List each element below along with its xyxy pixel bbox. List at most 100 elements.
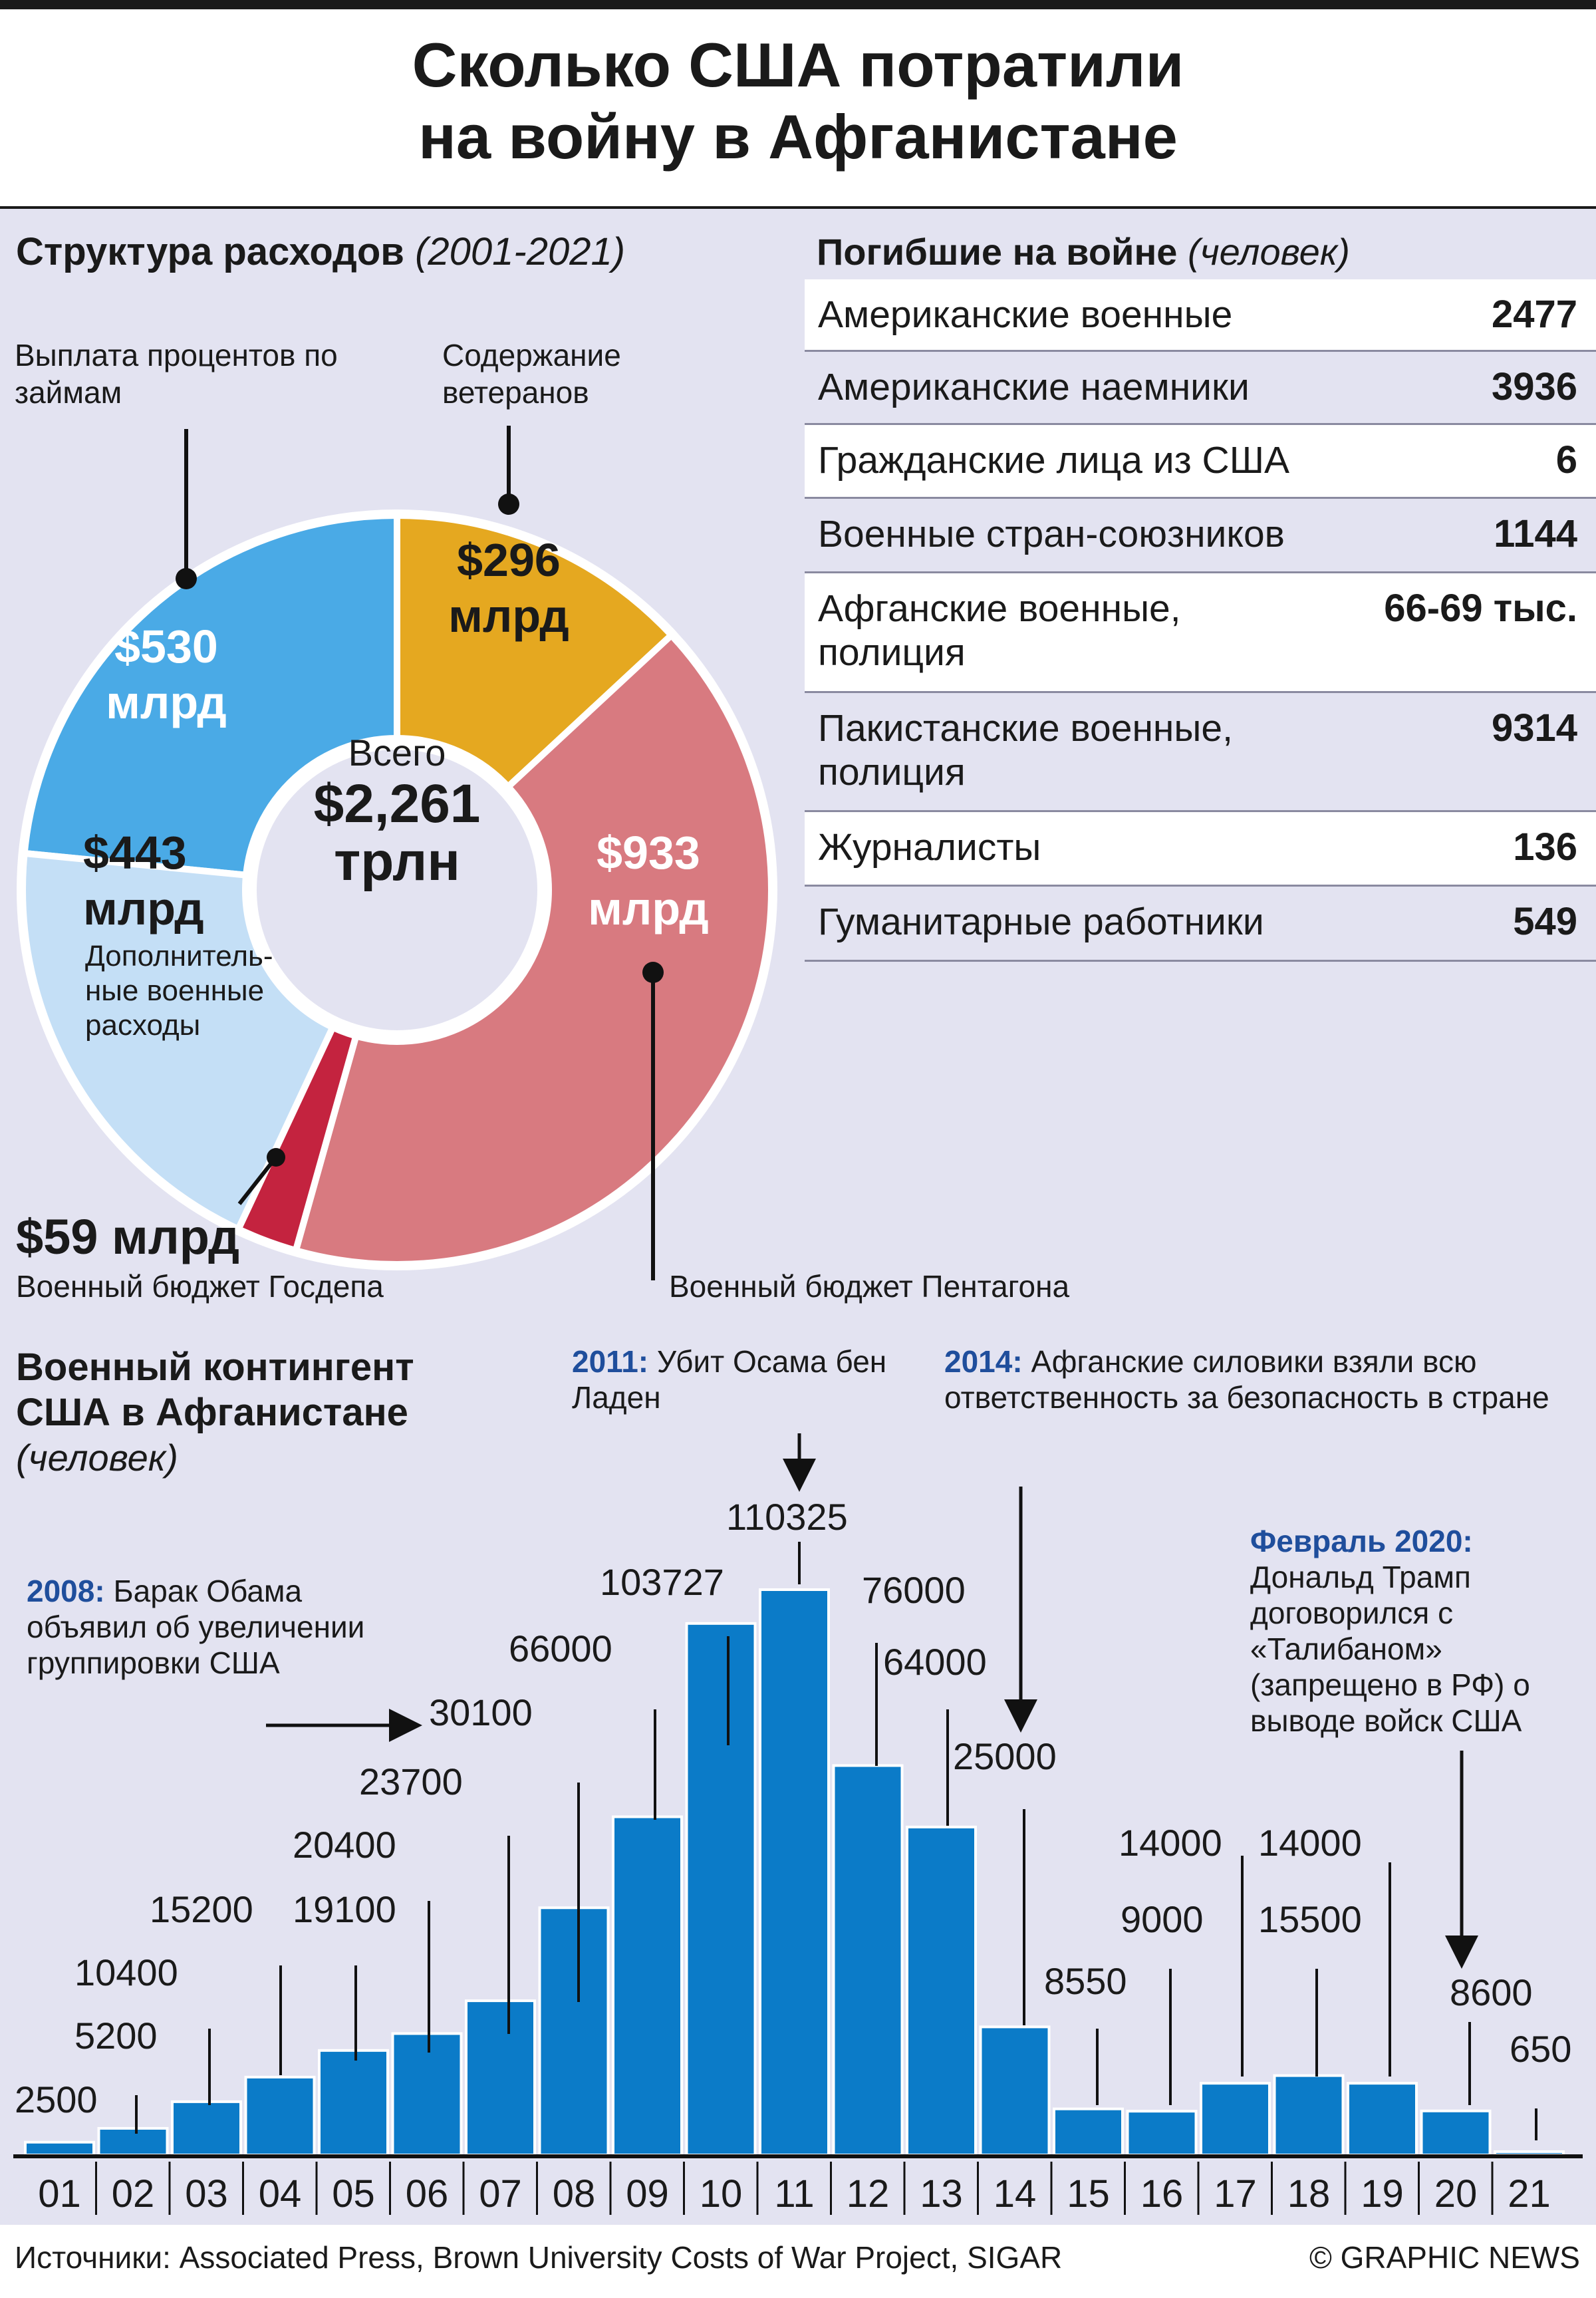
data-label-16: 14000 [1119,1822,1222,1864]
spending-period: (2001-2021) [415,230,626,273]
state-amount: $59 млрд [16,1209,240,1264]
extra-unit: млрд [83,883,204,934]
annotation-2011: 2011: Убит Осама бен Ладен [572,1344,891,1415]
casualties-heading: Погибшие на войне (человек) [817,229,1350,275]
row-value: 6 [1555,438,1577,482]
extra-callout: Дополнитель- ные военные расходы [85,940,273,1042]
annotation-2011-year: 2011: [572,1344,649,1379]
casualties-table: Американские военные 2477 Американские н… [805,279,1596,962]
row-value: 9314 [1491,706,1577,750]
donut-outline [17,509,777,1270]
spending-heading: Структура расходов (2001-2021) [16,229,625,275]
veterans-unit: млрд [448,590,569,642]
tick-label-04: 04 [259,2172,302,2216]
troops-unit: (человек) [16,1437,178,1479]
pentagon-callout: Военный бюджет Пентагона [669,1269,1070,1304]
credit: © GRAPHIC NEWS [1309,2240,1580,2275]
annotation-2008-year: 2008: [27,1574,105,1608]
annotation-2011-text: Убит Осама бен Ладен [572,1344,887,1415]
header [0,9,1596,209]
data-label-0: 2500 [15,2079,98,2120]
bar-21 [1494,2150,1565,2157]
tick-label-09: 09 [626,2172,669,2216]
troops-heading: Военный контингент США в Афганистане (че… [16,1345,414,1481]
row-value: 549 [1513,900,1577,943]
state-callout: Военный бюджет Госдепа [16,1269,384,1304]
bar-19 [1347,2082,1418,2157]
data-label-17: 14000 [1258,1822,1362,1864]
tick-label-03: 03 [185,2172,228,2216]
state-leader-dot [267,1148,285,1167]
tick-label-06: 06 [406,2172,449,2216]
total-unit: трлн [334,831,460,892]
veterans-value: $296 [457,534,561,586]
data-label-13: 25000 [953,1735,1057,1777]
bar-07 [465,1999,536,2156]
data-label-10: 110325 [726,1496,848,1538]
annotation-2020: Февраль 2020: Дональд Трамп договорился … [1250,1523,1589,1739]
donut-total: Всего $2,261 трлн [299,732,495,890]
data-label-7: 30100 [429,1691,533,1733]
data-label-19: 8600 [1450,1971,1533,2013]
row-name: Гражданские лица из США [818,439,1289,482]
data-label-12: 64000 [883,1641,987,1683]
sources: Источники: Associated Press, Brown Unive… [15,2240,1063,2275]
tick-label-01: 01 [38,2172,81,2216]
data-label-15: 9000 [1121,1898,1204,1940]
row-value: 1144 [1494,512,1577,555]
bar-17 [1200,2082,1271,2157]
tick-label-02: 02 [112,2172,155,2216]
tick-label-11: 11 [774,2172,814,2216]
bar-11 [759,1588,830,2156]
row-value: 3936 [1491,365,1577,408]
row-name: Пакистанские военные, полиция [818,707,1233,793]
table-row: Афганские военные, полиция 66-69 тыс. [805,573,1596,693]
veterans-amount: $296 млрд [399,532,618,644]
bar-04 [244,2075,316,2156]
tick-label-21: 21 [1508,2172,1551,2216]
annotation-2014-year: 2014: [944,1344,1023,1379]
bar-09 [612,1815,683,2157]
tick-label-20: 20 [1434,2172,1478,2216]
annotation-2014-text: Афганские силовики взяли всю ответственн… [944,1344,1549,1415]
tick-label-12: 12 [847,2172,890,2216]
annotation-2020-year: Февраль 2020: [1250,1524,1473,1558]
donut-center [242,735,552,1045]
bar-01 [24,2140,95,2157]
interest-leader-dot [176,568,197,589]
data-label-20: 650 [1510,2028,1571,2070]
bar-14 [979,2025,1051,2156]
extra-amount: $443 млрд [83,825,283,936]
tick-label-15: 15 [1067,2172,1110,2216]
total-value: $2,261 [313,774,481,834]
footer: Источники: Associated Press, Brown Unive… [0,2225,1596,2298]
interest-amount: $530 млрд [57,619,276,730]
bar-02 [97,2126,169,2156]
extra-value: $443 [83,827,187,879]
tick-label-05: 05 [332,2172,375,2216]
bar-18 [1273,2074,1345,2156]
troops-heading-line1: Военный контингент [16,1346,414,1389]
table-row: Американские наемники 3936 [805,352,1596,425]
interest-callout: Выплата процентов по займам [15,338,338,410]
bar-12 [832,1764,904,2156]
table-row: Гражданские лица из США 6 [805,425,1596,499]
row-name: Военные стран-союзников [818,513,1285,555]
table-row: Гуманитарные работники 549 [805,887,1596,962]
row-value: 2477 [1491,293,1577,336]
pentagon-value: $933 [597,827,700,879]
troops-heading-line2: США в Афганистане [16,1391,408,1434]
table-row: Американские военные 2477 [805,279,1596,352]
pentagon-unit: млрд [588,883,709,934]
bar-08 [538,1906,610,2156]
pentagon-amount: $933 млрд [539,825,758,936]
bar-06 [391,2032,463,2156]
table-row: Пакистанские военные, полиция 9314 [805,693,1596,812]
interest-value: $530 [114,621,218,672]
data-label-18: 15500 [1258,1898,1362,1940]
spending-heading-text: Структура расходов [16,230,404,273]
veterans-leader-dot [498,494,519,515]
data-label-1: 5200 [74,2015,158,2057]
tick-label-07: 07 [479,2172,522,2216]
data-label-2: 10400 [74,1951,178,1993]
